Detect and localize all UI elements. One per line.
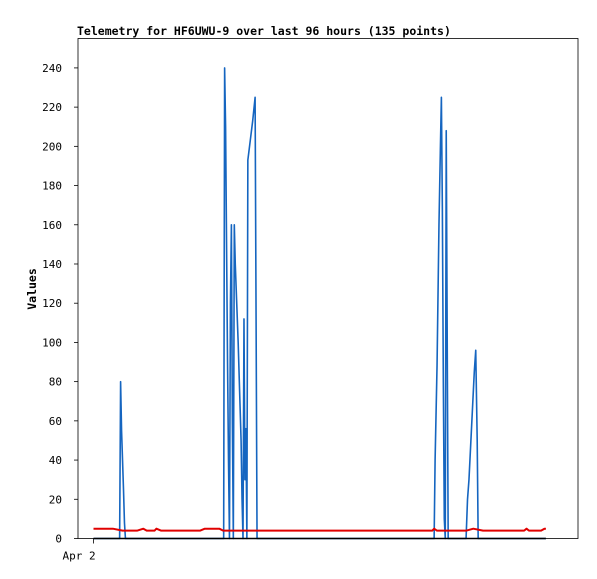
series-layer xyxy=(93,67,546,540)
y-tick-label: 60 xyxy=(49,415,62,428)
x-tick-label: Apr 2 xyxy=(63,550,96,563)
y-tick-label: 0 xyxy=(55,533,62,546)
y-tick-label: 80 xyxy=(49,376,62,389)
y-tick-label: 140 xyxy=(42,258,62,271)
x-axis: Apr 2 xyxy=(63,538,96,563)
y-tick-label: 240 xyxy=(42,62,62,75)
y-tick-label: 20 xyxy=(49,493,62,506)
y-axis-label: Values xyxy=(25,268,39,310)
y-tick-label: 200 xyxy=(42,140,62,153)
y-tick-label: 120 xyxy=(42,297,62,310)
chart-title: Telemetry for HF6UWU-9 over last 96 hour… xyxy=(77,24,451,38)
y-tick-label: 40 xyxy=(49,454,62,467)
y-tick-label: 160 xyxy=(42,219,62,232)
plot-frame xyxy=(77,38,579,539)
y-tick-label: 100 xyxy=(42,336,62,349)
series-line-1 xyxy=(93,527,546,532)
y-tick-label: 180 xyxy=(42,180,62,193)
y-axis: 0 20 40 60 80 100 120 140 160 180 200 220 240 xyxy=(42,62,78,546)
y-tick-label: 220 xyxy=(42,101,62,114)
